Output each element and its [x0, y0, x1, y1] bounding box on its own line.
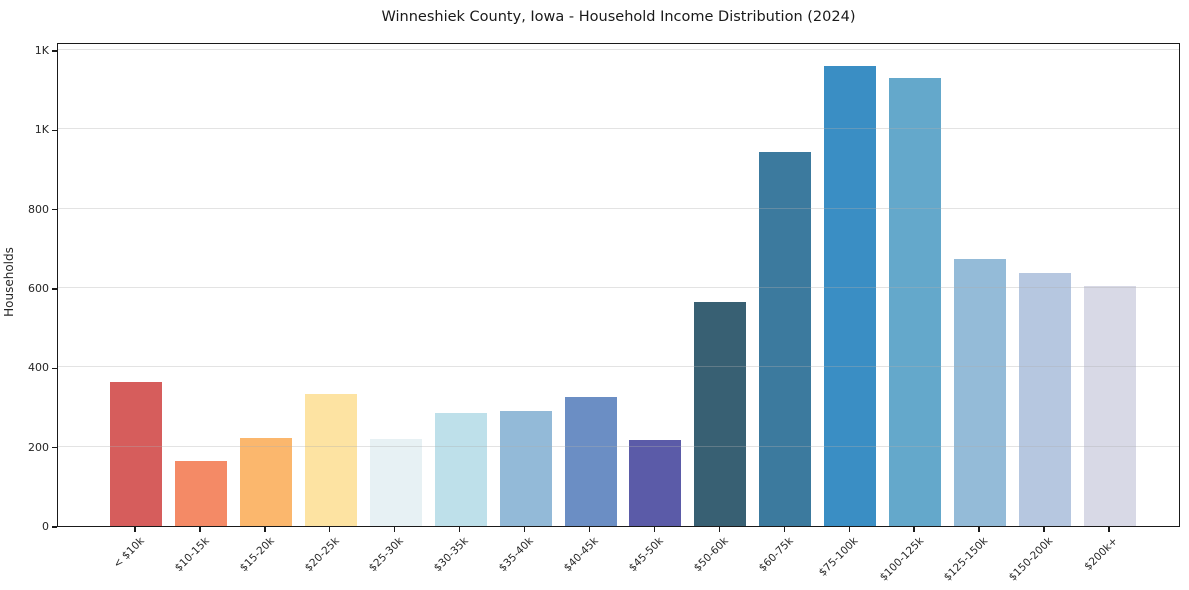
bar-$45-50k: [629, 440, 682, 526]
gridline-1000: [58, 128, 1179, 130]
y-tick-mark: [52, 50, 57, 52]
x-tick-mark: [394, 527, 396, 532]
bar-$200k+: [1083, 285, 1136, 526]
x-tick-label: $150-200k: [1006, 535, 1056, 584]
x-tick-label: $60-75k: [756, 535, 796, 575]
gridline-400: [58, 366, 1179, 368]
bar-$50-60k: [694, 302, 747, 526]
x-tick-label: $35-40k: [496, 535, 537, 575]
x-tick-label: $45-50k: [626, 535, 666, 575]
x-tick-label: $50-60k: [691, 535, 731, 575]
y-tick-label: 1K: [34, 123, 49, 137]
x-tick-mark: [978, 527, 980, 532]
gridline-600: [58, 286, 1179, 288]
bar-$35-40k: [499, 411, 552, 526]
gridline-200: [58, 445, 1179, 447]
chart-title: Winneshiek County, Iowa - Household Inco…: [381, 9, 856, 25]
x-tick-mark: [264, 527, 266, 532]
plot-area: [57, 43, 1180, 527]
gridline-800: [58, 207, 1179, 209]
bar-$125-150k: [954, 259, 1007, 526]
x-tick-mark: [718, 527, 721, 532]
bar-$150-200k: [1019, 272, 1072, 526]
gridline-1200: [58, 48, 1179, 50]
x-tick-label: $20-25k: [302, 535, 342, 575]
y-tick-mark: [52, 526, 57, 528]
y-tick-label: 1K: [34, 43, 49, 57]
x-tick-mark: [458, 527, 461, 532]
y-tick-mark: [52, 208, 57, 211]
bar-< $10k: [110, 382, 162, 526]
bar-$25-30k: [369, 439, 422, 526]
x-tick-mark: [1108, 527, 1110, 532]
x-tick-mark: [329, 527, 331, 532]
x-tick-label: $30-35k: [432, 535, 472, 575]
y-tick-mark: [52, 446, 57, 449]
x-tick-label: $125-150k: [942, 535, 991, 584]
x-tick-label: $200k+: [1082, 535, 1121, 573]
bar-$30-35k: [434, 413, 487, 526]
x-tick-mark: [1043, 527, 1045, 532]
x-tick-label: $100-125k: [877, 535, 926, 584]
y-tick-label: 600: [28, 281, 49, 295]
y-tick-label: 0: [42, 520, 49, 533]
x-tick-mark: [134, 527, 136, 532]
y-tick-mark: [52, 288, 57, 290]
x-tick-label: $40-45k: [561, 535, 601, 575]
y-tick-label: 400: [28, 361, 49, 375]
bars-layer: [58, 44, 1179, 526]
bar-$75-100k: [824, 66, 877, 526]
x-tick-mark: [848, 527, 850, 532]
bar-$15-20k: [239, 438, 292, 526]
x-tick-mark: [199, 527, 201, 532]
bar-$20-25k: [304, 393, 357, 526]
x-tick-mark: [653, 527, 656, 532]
y-tick-label: 200: [28, 440, 49, 454]
y-tick-label: 800: [28, 202, 49, 216]
x-tick-mark: [588, 527, 591, 532]
x-tick-label: $15-20k: [237, 535, 277, 575]
x-tick-mark: [913, 527, 915, 532]
x-tick-mark: [783, 527, 785, 532]
x-tick-mark: [523, 527, 526, 532]
x-tick-label: $75-100k: [816, 535, 861, 579]
x-tick-label: $10-15k: [172, 535, 212, 575]
x-tick-label: < $10k: [110, 535, 147, 571]
bar-$40-45k: [564, 397, 617, 526]
y-tick-mark: [52, 129, 57, 131]
bar-$60-75k: [759, 152, 812, 526]
grid-layer: [58, 44, 1179, 526]
bar-$10-15k: [174, 460, 227, 526]
x-tick-label: $25-30k: [367, 535, 407, 575]
bar-$100-125k: [889, 78, 942, 526]
y-tick-mark: [52, 367, 57, 369]
